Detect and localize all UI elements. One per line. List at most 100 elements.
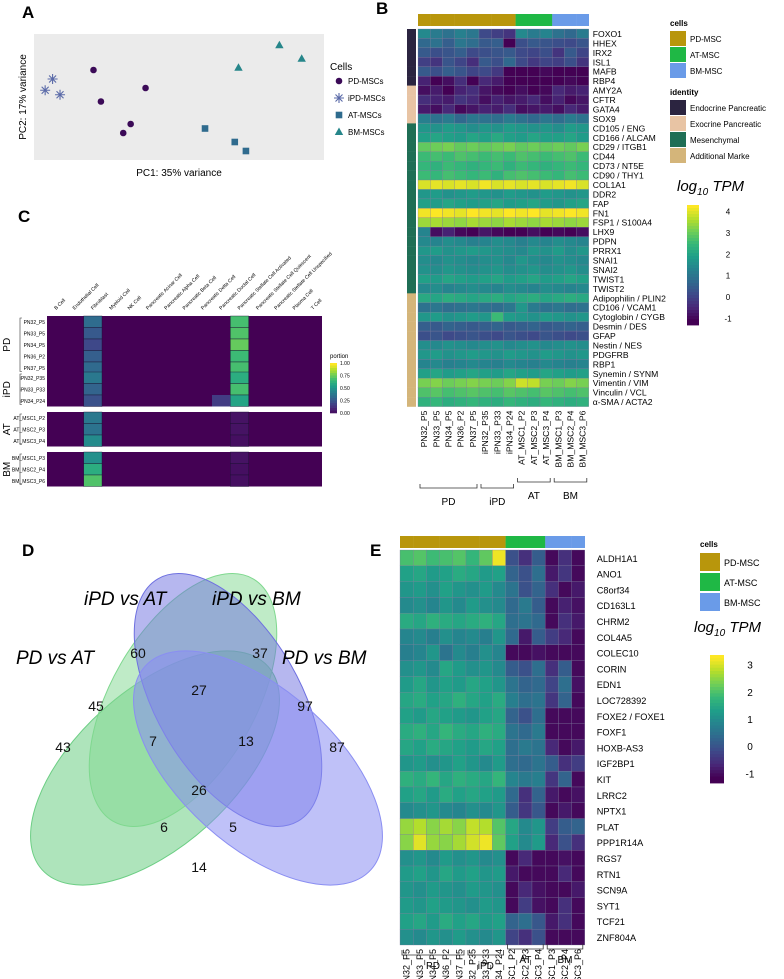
he-cell — [452, 565, 467, 582]
he-gene-label: CORIN — [597, 664, 627, 674]
hb-column-annotation — [576, 14, 589, 26]
hb-cell — [454, 330, 467, 341]
he-cell — [505, 739, 519, 756]
hb-colorbar-segment — [687, 298, 699, 302]
hb-cell — [576, 274, 589, 285]
hb-cell — [478, 142, 492, 152]
hb-cell — [576, 245, 589, 256]
hb-cell — [466, 198, 480, 209]
hb-cell — [527, 245, 541, 256]
hb-colorbar-segment — [687, 238, 699, 242]
hb-cell — [417, 57, 431, 67]
he-group-label: AT — [519, 955, 531, 966]
hb-cell — [503, 236, 516, 247]
he-cell — [571, 802, 585, 819]
venn-set-pd-vs-bm — [133, 650, 383, 886]
hb-cell — [417, 293, 431, 303]
he-cell — [558, 628, 572, 645]
hb-sample-label: PN36_P2 — [456, 410, 466, 447]
hb-cell — [454, 245, 467, 256]
hb-cell — [442, 142, 455, 152]
hb-gene-label: FAP — [593, 199, 610, 209]
hb-cell — [564, 151, 577, 162]
hb-cell — [576, 38, 589, 49]
hb-colorbar-tick: 4 — [726, 207, 731, 216]
hb-cell — [527, 293, 541, 303]
hb-cell — [539, 198, 553, 209]
he-gene-label: IGF2BP1 — [597, 759, 635, 769]
hb-cell — [478, 198, 492, 209]
he-cell — [399, 707, 414, 724]
dc-colorbar-segment — [330, 390, 337, 394]
hb-cell — [466, 321, 480, 332]
he-cell — [492, 676, 506, 693]
he-cell — [452, 881, 467, 898]
hb-cell — [539, 302, 553, 313]
he-group-label: PD — [426, 961, 440, 972]
hb-cell — [466, 113, 480, 124]
he-colorbar-segment — [710, 767, 724, 771]
hb-cell — [527, 340, 541, 351]
he-cell — [545, 613, 559, 630]
hb-cell — [430, 255, 443, 266]
he-cell — [518, 597, 533, 614]
he-cell — [558, 565, 572, 582]
hb-cell — [442, 113, 455, 124]
hb-cell — [478, 76, 492, 86]
hb-cell — [442, 264, 455, 275]
hb-gene-label: CD73 / NT5E — [593, 161, 644, 171]
hb-cell — [491, 170, 504, 181]
dc-colorbar-tick: 0.00 — [340, 411, 350, 417]
hb-cell — [503, 349, 516, 360]
hb-row-annotation — [407, 29, 416, 39]
hb-cell — [466, 283, 480, 294]
hb-cell — [503, 359, 516, 369]
pca-point — [242, 147, 250, 155]
he-cell — [531, 929, 546, 946]
hb-cell — [417, 321, 431, 332]
hb-cell — [478, 397, 492, 407]
he-gene-label: RTN1 — [597, 870, 621, 880]
hb-cell — [552, 113, 565, 124]
hb-cell — [442, 397, 455, 407]
hb-cell — [478, 387, 492, 398]
hb-cell — [539, 161, 553, 171]
hb-row-annotation — [407, 142, 416, 152]
hb-cell — [576, 113, 589, 124]
hb-gene-label: MAFB — [593, 67, 617, 77]
he-cell — [571, 786, 585, 803]
hb-cell — [478, 245, 492, 256]
hb-cell — [527, 85, 541, 96]
dc-colorbar-segment — [330, 398, 337, 401]
hb-cell — [564, 302, 577, 313]
hb-sample-label: PN33_P5 — [431, 410, 441, 447]
hb-cell — [491, 245, 504, 256]
he-cell — [465, 660, 480, 677]
he-cell — [439, 818, 453, 835]
he-cell — [479, 913, 493, 930]
hb-cell — [454, 151, 467, 162]
hb-column-annotation — [515, 14, 528, 26]
hb-cell — [478, 113, 492, 124]
hb-cell — [442, 104, 455, 115]
hb-cell — [454, 208, 467, 218]
dc-group-bracket — [19, 317, 22, 372]
he-colorbar-segment — [710, 760, 724, 765]
hb-cell — [576, 302, 589, 313]
dc-cell-fibroblast — [83, 394, 103, 407]
he-colorbar-segment — [710, 731, 724, 736]
dc-cell-fibroblast — [83, 350, 103, 363]
hb-cell — [442, 161, 455, 171]
he-colorbar-title: log10 TPM — [694, 619, 761, 639]
he-cell — [426, 834, 440, 851]
hb-cell — [491, 151, 504, 162]
he-colorbar-segment — [710, 661, 724, 665]
hb-cell — [478, 293, 492, 303]
he-cell — [465, 644, 480, 661]
venn-count: 43 — [55, 739, 71, 755]
hb-cell — [539, 387, 553, 398]
he-cell — [558, 802, 572, 819]
venn-count: 87 — [329, 739, 345, 755]
hb-cell — [576, 359, 589, 369]
he-cell — [505, 707, 519, 724]
